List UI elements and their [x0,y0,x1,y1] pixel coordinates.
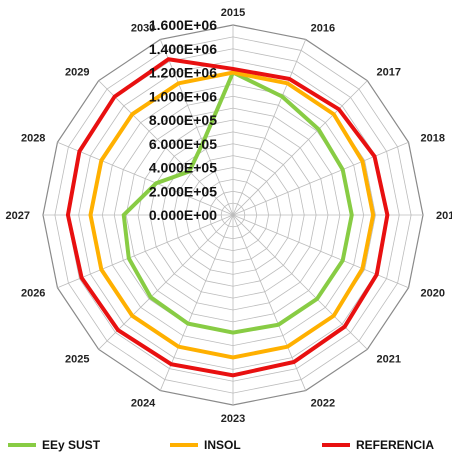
grid-spoke [159,214,234,391]
tick-label: 6.000E+05 [149,136,217,152]
grid-spoke [159,39,234,216]
tick-label: 2.000E+05 [149,183,217,199]
tick-label: 8.000E+05 [149,112,217,128]
legend-label: EEy SUST [42,438,101,452]
category-label: 2027 [6,210,30,222]
grid-spoke [232,141,409,216]
category-label: 2020 [421,288,445,300]
tick-label: 0.000E+00 [149,207,217,223]
grid-spoke [232,39,307,216]
tick-label: 4.000E+05 [149,160,217,176]
grid-spoke [98,214,234,350]
category-label: 2028 [21,132,45,144]
tick-label: 1.600E+06 [149,17,217,33]
category-label: 2018 [421,132,445,144]
tick-label: 1.000E+06 [149,88,217,104]
category-label: 2024 [131,398,156,410]
series-line-referencia [65,57,390,378]
radar-grid [42,24,424,406]
category-labels: 2015 2016 2017 2018 2019 2020 2021 2022 2023 2024… [6,7,452,425]
category-label: 2022 [311,398,335,410]
tick-label: 1.400E+06 [149,41,217,57]
category-label: 2015 [221,7,245,19]
category-label: 2021 [377,354,401,366]
radial-tick-labels: 0.000E+00 2.000E+05 4.000E+05 6.000E+05 8.00… [149,17,217,223]
category-label: 2025 [65,354,89,366]
category-label: 2030 [131,22,155,34]
category-label: 2017 [377,66,401,78]
legend-label: INSOL [204,438,241,452]
category-label: 2023 [221,413,245,425]
grid-spoke [232,214,307,391]
legend-label: REFERENCIA [356,438,434,452]
series-line-insol [88,70,376,360]
category-label: 2019 [436,210,452,222]
grid-spoke [98,80,234,216]
tick-label: 1.200E+06 [149,65,217,81]
legend: EEy SUST INSOL REFERENCIA [8,438,434,452]
grid-spoke [232,214,409,289]
radar-series [65,57,390,378]
category-label: 2029 [65,66,89,78]
grid-spoke [57,214,234,289]
category-label: 2026 [21,288,45,300]
category-label: 2016 [311,22,335,34]
grid-spoke [57,141,234,216]
series-line-eey-sust [121,69,354,335]
grid-spoke [232,80,368,216]
